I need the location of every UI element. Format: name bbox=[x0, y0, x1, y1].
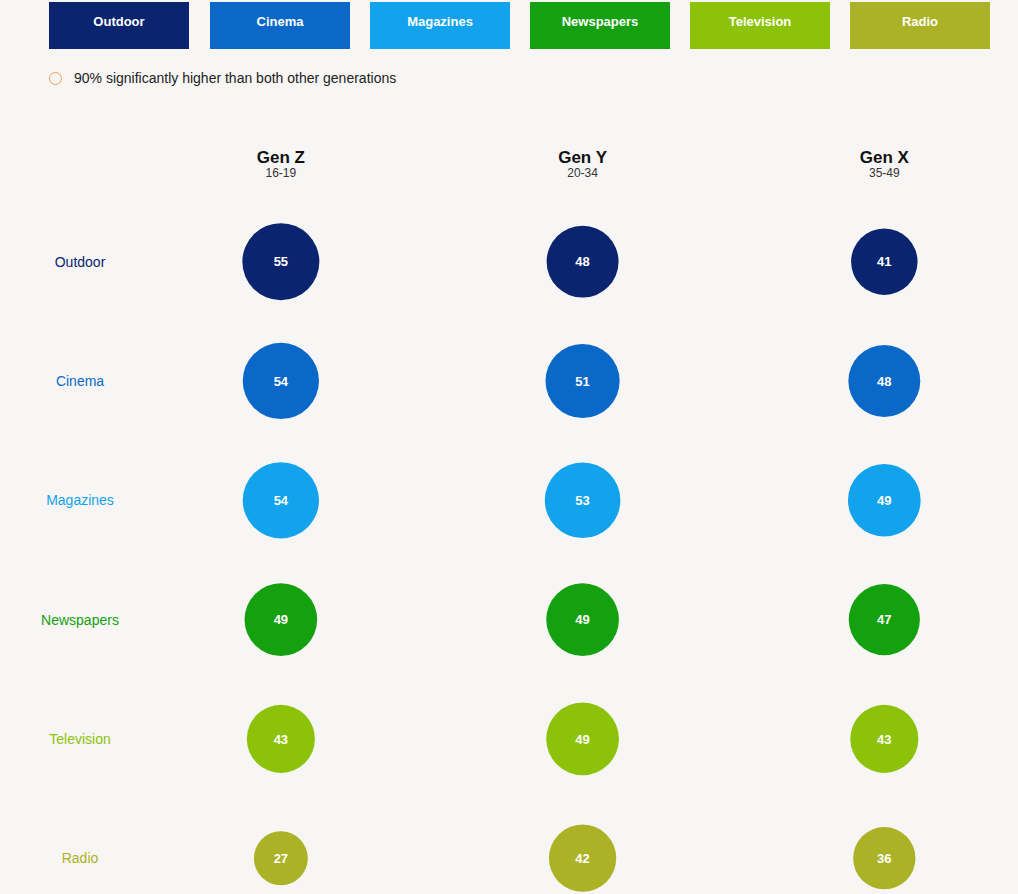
svg-text:20-34: 20-34 bbox=[567, 166, 598, 180]
svg-text:Cinema: Cinema bbox=[56, 373, 104, 389]
html-text:Newspapers: Newspapers bbox=[561, 14, 639, 29]
svg-text:Newspapers: Newspapers bbox=[41, 612, 119, 628]
html-text:Magazines: Magazines bbox=[407, 14, 473, 29]
svg-text:42: 42 bbox=[575, 851, 589, 866]
svg-text:Gen Z: Gen Z bbox=[257, 148, 305, 167]
svg-text:48: 48 bbox=[575, 254, 589, 269]
svg-text:35-49: 35-49 bbox=[869, 166, 900, 180]
svg-text:54: 54 bbox=[274, 374, 289, 389]
svg-text:27: 27 bbox=[274, 851, 288, 866]
html-text:Radio: Radio bbox=[901, 14, 939, 29]
svg-text:41: 41 bbox=[877, 254, 891, 269]
svg-text:Outdoor: Outdoor bbox=[55, 254, 106, 270]
svg-text:49: 49 bbox=[575, 612, 589, 627]
html-text:Television: Television bbox=[728, 14, 792, 29]
html-text:Cinema: Cinema bbox=[256, 14, 304, 29]
svg-text:48: 48 bbox=[877, 374, 891, 389]
svg-text:49: 49 bbox=[575, 732, 589, 747]
svg-text:Gen X: Gen X bbox=[860, 148, 910, 167]
html-text:Outdoor: Outdoor bbox=[93, 14, 145, 29]
svg-text:16-19: 16-19 bbox=[266, 166, 297, 180]
svg-text:54: 54 bbox=[274, 493, 289, 508]
svg-text:55: 55 bbox=[274, 254, 288, 269]
svg-text:43: 43 bbox=[274, 732, 288, 747]
svg-text:Radio: Radio bbox=[62, 850, 99, 866]
html-text:90% significantly higher than: 90% significantly higher than both other… bbox=[74, 70, 397, 86]
svg-text:49: 49 bbox=[274, 612, 288, 627]
svg-text:51: 51 bbox=[575, 374, 589, 389]
svg-text:Magazines: Magazines bbox=[46, 492, 114, 508]
svg-text:43: 43 bbox=[877, 732, 891, 747]
svg-text:47: 47 bbox=[877, 612, 891, 627]
svg-text:36: 36 bbox=[877, 851, 891, 866]
svg-text:Gen Y: Gen Y bbox=[558, 148, 607, 167]
svg-text:Television: Television bbox=[49, 731, 110, 747]
svg-text:49: 49 bbox=[877, 493, 891, 508]
svg-text:53: 53 bbox=[575, 493, 589, 508]
